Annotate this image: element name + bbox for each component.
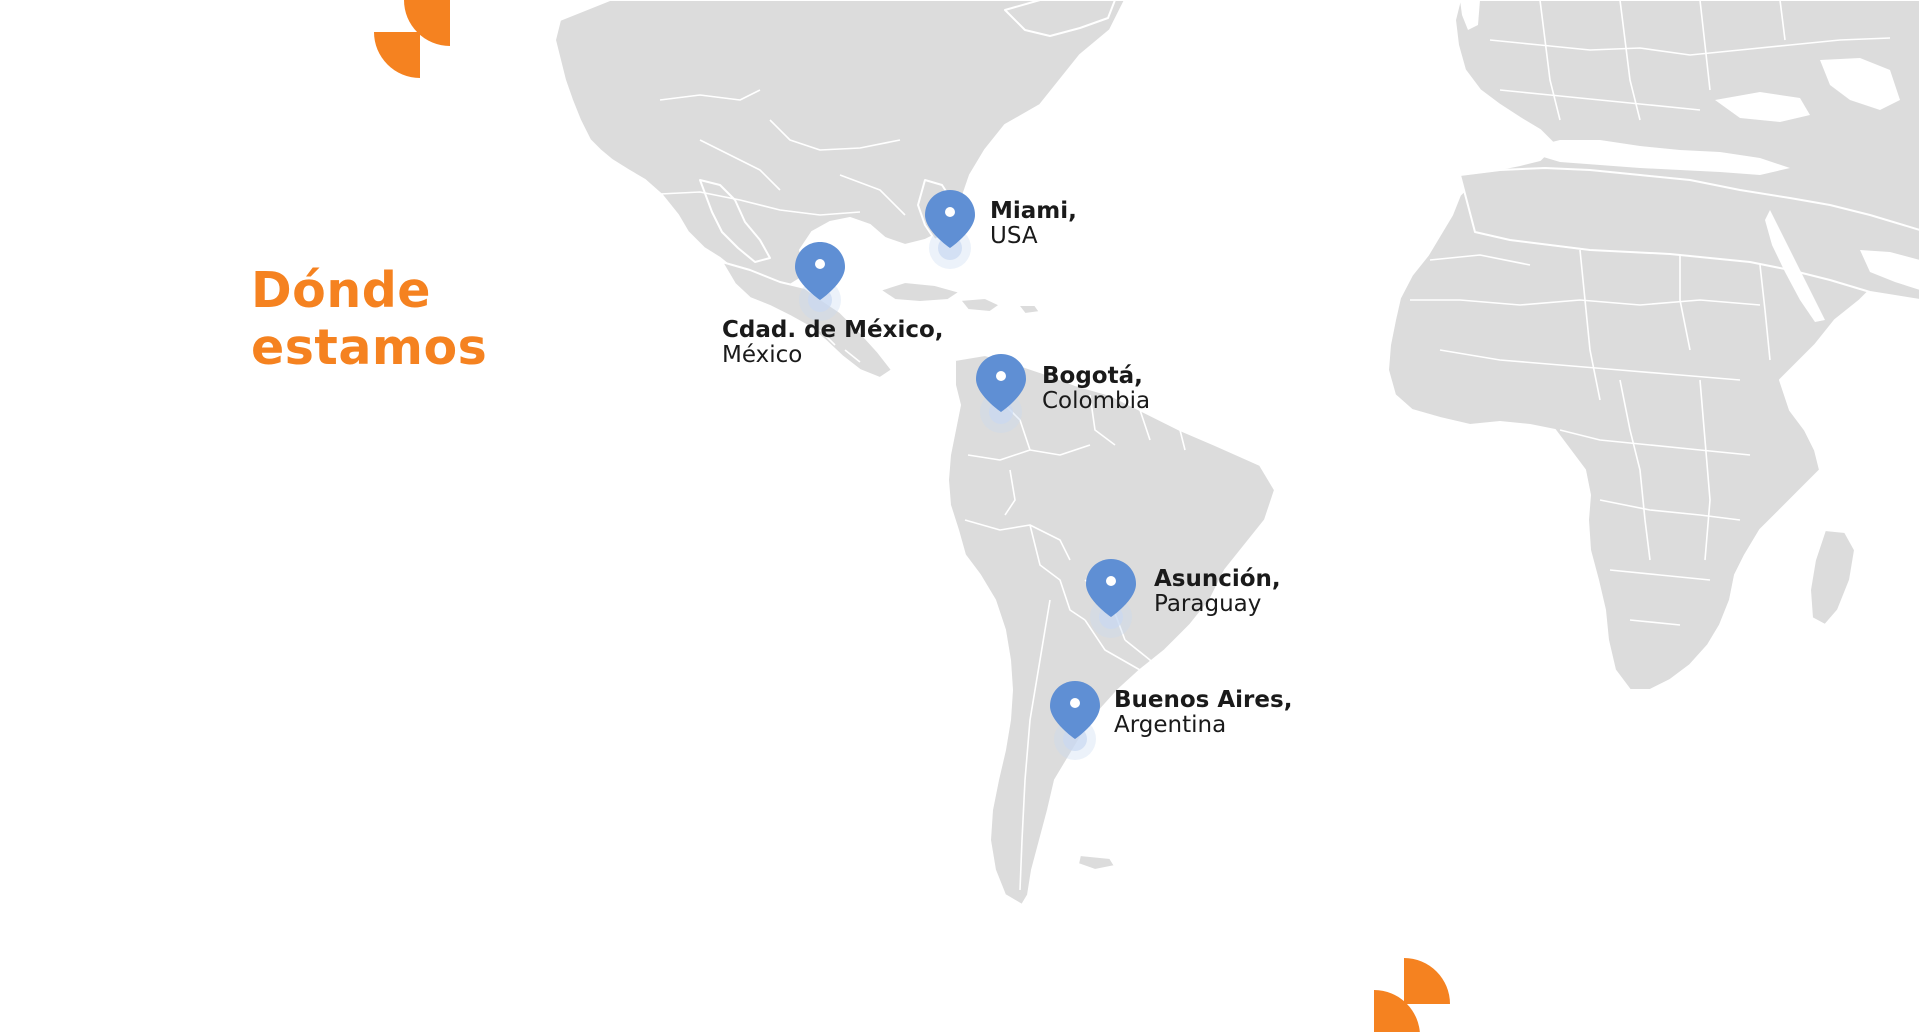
page-title-line-1: Dónde (251, 262, 432, 319)
north-america-landmass (554, 0, 1126, 379)
location-city: Cdad. de México, (722, 317, 944, 343)
europe-africa-landmass (1387, 0, 1920, 691)
quarter-circle-shape (374, 32, 420, 78)
map-pin-icon[interactable] (1084, 557, 1138, 639)
decorative-quarter-circles-top (374, 0, 450, 78)
page-title-line-2: estamos (251, 319, 488, 376)
map-pin-icon[interactable] (923, 188, 977, 270)
location-label-asuncion: Asunción, Paraguay (1154, 567, 1281, 617)
location-country: USA (990, 223, 1038, 249)
quarter-circle-shape (1374, 990, 1420, 1032)
location-country: Argentina (1114, 712, 1227, 738)
location-city: Asunción, (1154, 566, 1281, 592)
map-pin-icon[interactable] (793, 240, 847, 322)
location-label-bogota: Bogotá, Colombia (1042, 364, 1150, 414)
location-country: Paraguay (1154, 591, 1262, 617)
map-pin-icon[interactable] (974, 352, 1028, 434)
location-city: Buenos Aires, (1114, 687, 1293, 713)
location-label-buenos-aires: Buenos Aires, Argentina (1114, 688, 1292, 738)
quarter-circle-shape (1404, 958, 1450, 1004)
location-city: Bogotá, (1042, 363, 1143, 389)
location-label-miami: Miami, USA (990, 199, 1077, 249)
decorative-quarter-circles-bottom (1374, 958, 1450, 1032)
page-title: Dónde estamos (251, 262, 487, 376)
mediterranean-and-sea-cutouts (1460, 0, 1920, 322)
location-country: Colombia (1042, 388, 1151, 414)
europe-africa-borders (1410, 0, 1891, 626)
north-america-borders (639, 89, 906, 363)
quarter-circle-shape (404, 0, 450, 46)
map-pin-icon[interactable] (1048, 679, 1102, 761)
south-america-landmass (947, 354, 1276, 906)
location-city: Miami, (990, 198, 1077, 224)
south-america-borders (964, 394, 1186, 891)
location-country: México (722, 342, 803, 368)
location-label-mexico-city: Cdad. de México, México (722, 318, 944, 368)
